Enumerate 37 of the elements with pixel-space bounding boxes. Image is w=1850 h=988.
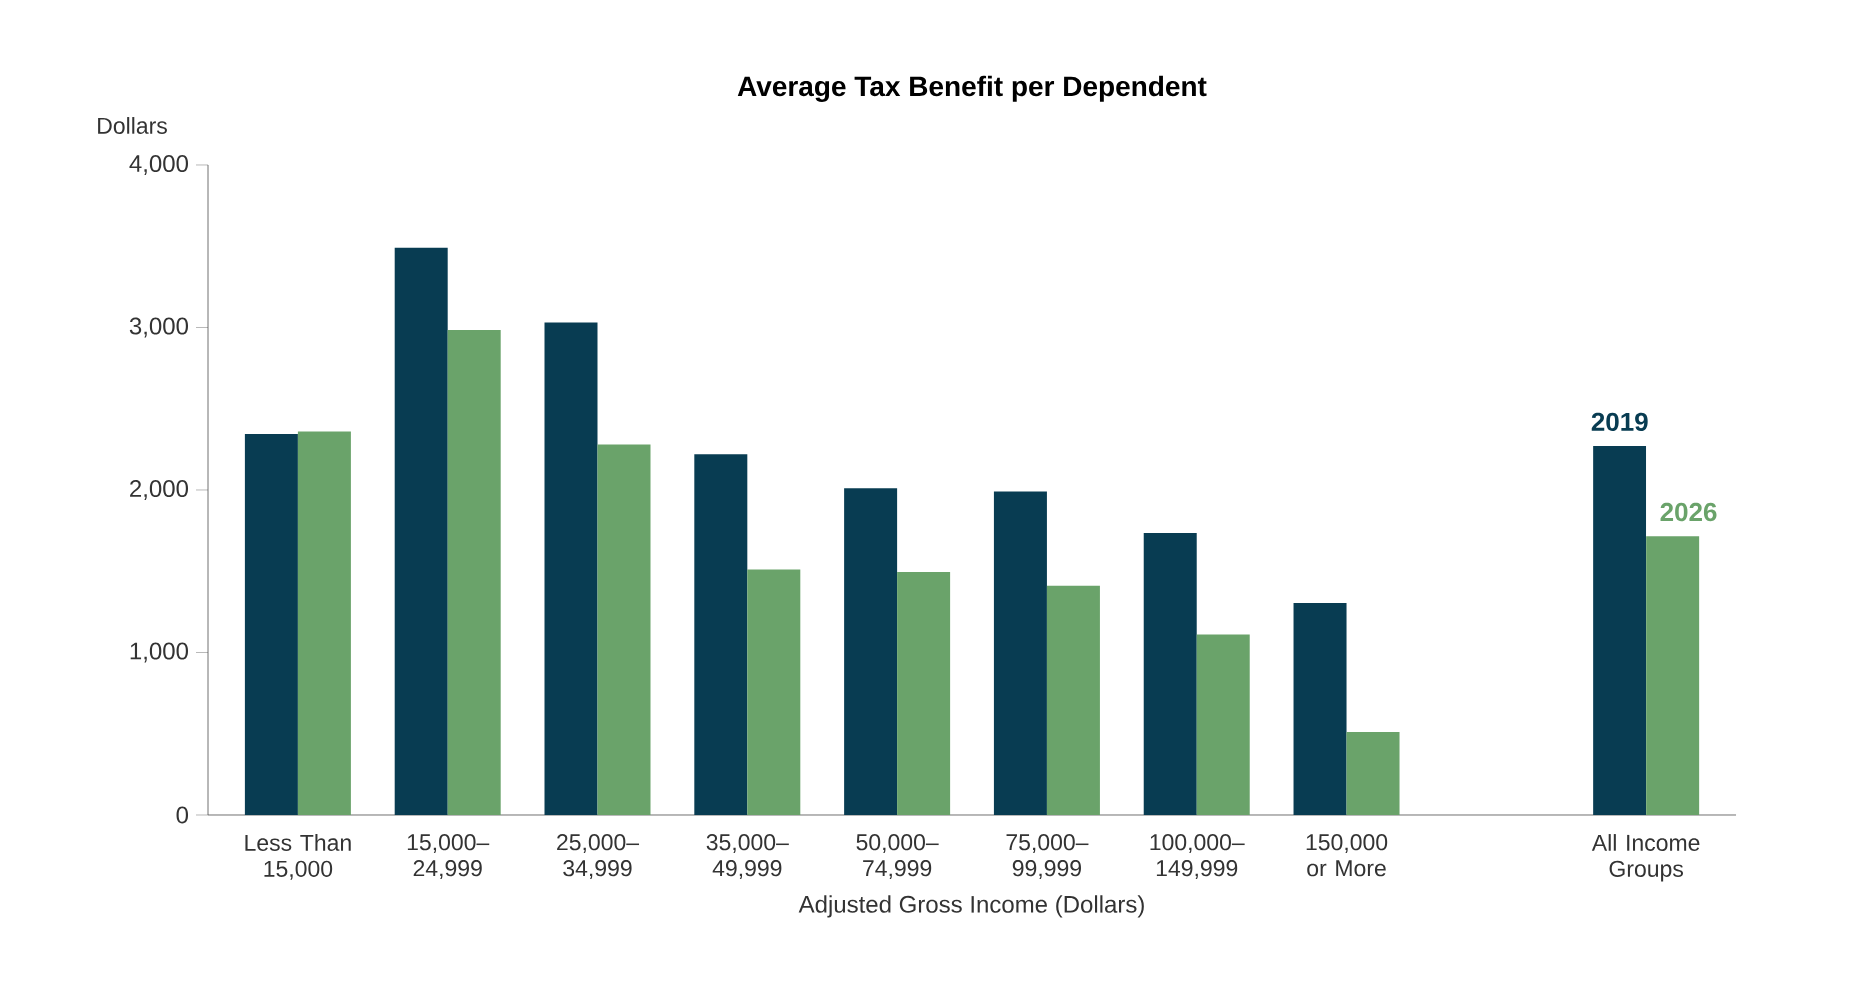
x-axis-title: Adjusted Gross Income (Dollars) (798, 895, 1144, 918)
x-tick-label: 100,000–149,999 (1150, 834, 1245, 880)
x-tick-label: 25,000–34,999 (557, 834, 640, 880)
y-tick-label: 4,000 (129, 155, 189, 175)
bar (244, 433, 298, 815)
bar (1046, 585, 1100, 815)
y-tick-label: 2,000 (130, 480, 189, 500)
x-tick-label: 50,000–74,999 (856, 834, 939, 880)
y-axis-title: Dollars (98, 117, 167, 134)
bar (544, 322, 598, 815)
bar (597, 444, 651, 815)
bar (747, 569, 801, 815)
x-tick-label: 35,000–49,999 (706, 834, 789, 880)
bar (1196, 634, 1250, 815)
series-label: 2026 (1660, 502, 1717, 522)
x-tick-label: 150,000 or More (1306, 834, 1388, 877)
bar (1346, 732, 1400, 815)
x-tick-label: 15,000–24,999 (407, 834, 490, 880)
bar (694, 454, 748, 815)
y-tick-label: 0 (176, 806, 189, 824)
series-label: 2019 (1591, 412, 1648, 432)
bar (1293, 602, 1347, 815)
x-tick-label: All Income Groups (1591, 834, 1700, 882)
chart-title: Average Tax Benefit per Dependent (737, 75, 1207, 102)
bar (394, 247, 448, 815)
x-tick-label: Less Than 15,000 (245, 834, 351, 880)
bar (447, 329, 501, 815)
bar (897, 572, 951, 815)
bar (1593, 446, 1647, 815)
bar (1646, 536, 1700, 815)
x-tick-label: 75,000–99,999 (1006, 834, 1089, 880)
y-tick-label: 3,000 (129, 317, 189, 338)
bar (1143, 533, 1197, 815)
bar (993, 491, 1047, 815)
bar (844, 488, 898, 815)
y-tick-label: 1,000 (130, 642, 189, 663)
bar (297, 431, 351, 815)
